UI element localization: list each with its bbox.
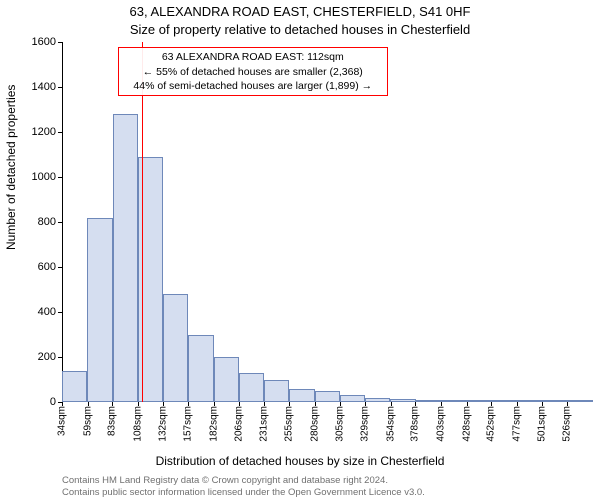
histogram-bar <box>264 380 289 403</box>
annotation-line-3: 44% of semi-detached houses are larger (… <box>123 79 383 93</box>
x-tick-label: 59sqm <box>82 402 93 436</box>
marker-line <box>142 42 143 402</box>
annotation-box: 63 ALEXANDRA ROAD EAST: 112sqm← 55% of d… <box>118 47 388 96</box>
x-tick-label: 206sqm <box>233 402 244 442</box>
x-tick-label: 83sqm <box>107 402 118 436</box>
attribution: Contains HM Land Registry data © Crown c… <box>62 475 425 498</box>
x-tick-label: 231sqm <box>259 402 270 442</box>
annotation-line-1: 63 ALEXANDRA ROAD EAST: 112sqm <box>123 50 383 64</box>
y-tick-mark <box>58 222 62 223</box>
x-tick-label: 157sqm <box>183 402 194 442</box>
histogram-bar <box>239 373 264 402</box>
x-tick-label: 354sqm <box>385 402 396 442</box>
chart-container: 63, ALEXANDRA ROAD EAST, CHESTERFIELD, S… <box>0 0 600 500</box>
x-tick-label: 34sqm <box>57 402 68 436</box>
x-tick-label: 378sqm <box>410 402 421 442</box>
histogram-bar <box>214 357 239 402</box>
x-tick-label: 477sqm <box>512 402 523 442</box>
y-tick-mark <box>58 312 62 313</box>
title-line-2: Size of property relative to detached ho… <box>0 22 600 37</box>
x-tick-label: 108sqm <box>133 402 144 442</box>
histogram-bar <box>340 395 365 402</box>
annotation-line-2: ← 55% of detached houses are smaller (2,… <box>123 65 383 79</box>
histogram-bar <box>163 294 188 402</box>
histogram-chart: 0200400600800100012001400160034sqm59sqm8… <box>62 42 592 402</box>
histogram-bar <box>188 335 213 403</box>
x-tick-label: 403sqm <box>436 402 447 442</box>
x-tick-label: 428sqm <box>461 402 472 442</box>
y-tick-mark <box>58 132 62 133</box>
x-tick-label: 452sqm <box>486 402 497 442</box>
title-line-1: 63, ALEXANDRA ROAD EAST, CHESTERFIELD, S… <box>0 4 600 19</box>
x-tick-label: 280sqm <box>309 402 320 442</box>
x-tick-label: 526sqm <box>562 402 573 442</box>
y-axis-label: Number of detached properties <box>4 85 18 250</box>
histogram-bar <box>113 114 138 402</box>
y-tick-mark <box>58 267 62 268</box>
x-tick-label: 182sqm <box>209 402 220 442</box>
attribution-line-1: Contains HM Land Registry data © Crown c… <box>62 475 425 486</box>
x-tick-label: 329sqm <box>360 402 371 442</box>
x-axis-label: Distribution of detached houses by size … <box>0 454 600 468</box>
histogram-bar <box>315 391 340 402</box>
x-tick-label: 132sqm <box>157 402 168 442</box>
histogram-bar <box>289 389 314 403</box>
y-tick-mark <box>58 357 62 358</box>
y-tick-mark <box>58 42 62 43</box>
histogram-bar <box>87 218 112 403</box>
y-tick-mark <box>58 177 62 178</box>
x-tick-label: 501sqm <box>536 402 547 442</box>
histogram-bar <box>62 371 87 403</box>
x-tick-label: 305sqm <box>335 402 346 442</box>
attribution-line-2: Contains public sector information licen… <box>62 487 425 498</box>
x-tick-label: 255sqm <box>283 402 294 442</box>
y-tick-mark <box>58 87 62 88</box>
